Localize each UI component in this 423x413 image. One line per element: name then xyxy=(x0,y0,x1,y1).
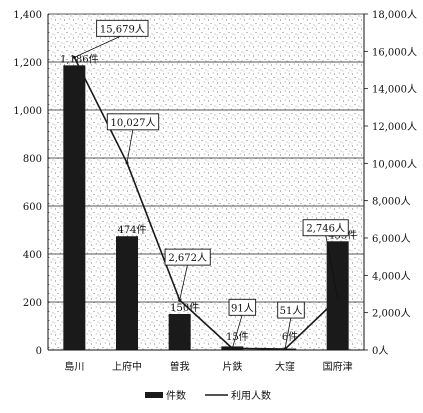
line-data-labels: 15,679人 10,027人 2,672人 91人 51人 2,746人 xyxy=(74,19,349,350)
series-line xyxy=(73,56,339,350)
legend-line-label: 利用人数 xyxy=(231,389,271,402)
right-tick-label: 0人 xyxy=(372,345,388,357)
line-label-box xyxy=(277,301,305,319)
x-tick-label: 片鉄 xyxy=(222,360,242,373)
bar-data-label: 6件 xyxy=(282,331,298,343)
line-label-box xyxy=(164,248,211,266)
line-data-label: 2,672人 xyxy=(168,252,207,264)
x-tick-label: 大窪 xyxy=(275,360,295,373)
right-tick-label: 16,000人 xyxy=(372,46,417,58)
line-data-label: 15,679人 xyxy=(100,23,145,35)
label-leader xyxy=(231,314,243,349)
bar-data-labels: 1,186件474件150件15件6件453件 xyxy=(60,53,357,343)
right-tick-label: 14,000人 xyxy=(372,84,417,96)
right-tick-label: 6,000人 xyxy=(372,233,411,245)
right-tick-label: 12,000人 xyxy=(372,121,417,133)
left-tick-label: 600 xyxy=(23,202,42,213)
left-tick-label: 200 xyxy=(23,298,42,309)
line-label-box xyxy=(228,298,257,316)
label-leader xyxy=(179,264,189,301)
bar-data-label: 1,186件 xyxy=(60,53,99,65)
right-tick-label: 10,000人 xyxy=(372,158,417,170)
line-label-box xyxy=(106,113,160,131)
x-tick-label: 国府津 xyxy=(323,360,353,373)
line-data-label: 91人 xyxy=(231,302,254,314)
x-tick-label: 曽我 xyxy=(170,360,190,373)
bar-series xyxy=(63,65,349,351)
x-tick-label: 島川 xyxy=(64,360,84,373)
line-label-box xyxy=(96,19,149,37)
bar-data-label: 15件 xyxy=(226,331,249,343)
bar-data-label: 474件 xyxy=(117,224,146,236)
line-label-box xyxy=(302,219,349,237)
x-axis: 島川 上府中 曽我 片鉄 大窪 国府津 xyxy=(48,349,364,373)
legend-bar-swatch xyxy=(145,392,163,398)
left-tick-label: 1,200 xyxy=(13,58,42,69)
bar xyxy=(63,65,86,351)
label-leader xyxy=(325,234,339,299)
plot-background xyxy=(48,14,364,350)
bar xyxy=(116,236,138,350)
bar xyxy=(168,314,191,350)
right-tick-label: 4,000人 xyxy=(372,270,411,282)
left-tick-label: 800 xyxy=(23,154,42,165)
label-leader xyxy=(284,316,292,350)
legend-bar-label: 件数 xyxy=(166,389,186,402)
left-tick-label: 0 xyxy=(36,346,42,357)
left-tick-label: 1,000 xyxy=(13,106,42,117)
right-tick-label: 18,000人 xyxy=(372,9,417,21)
left-tick-label: 400 xyxy=(23,250,42,261)
line-data-label: 10,027人 xyxy=(111,117,156,129)
legend: 件数 利用人数 xyxy=(145,389,271,402)
bar-data-label: 150件 xyxy=(170,302,199,314)
label-leader xyxy=(126,128,134,163)
right-axis: 0人 2,000人 4,000人 6,000人 8,000人 10,000人 12,000人… xyxy=(363,9,417,357)
line-data-label: 2,746人 xyxy=(306,223,345,235)
left-axis: 0 200 400 600 800 1,000 1,200 1,400 xyxy=(13,10,49,357)
label-leader xyxy=(74,34,123,58)
right-tick-label: 2,000人 xyxy=(372,308,411,320)
right-tick-label: 8,000人 xyxy=(372,196,411,208)
left-tick-label: 1,400 xyxy=(13,10,42,21)
x-tick-label: 上府中 xyxy=(112,360,142,373)
line-data-label: 51人 xyxy=(280,305,303,317)
